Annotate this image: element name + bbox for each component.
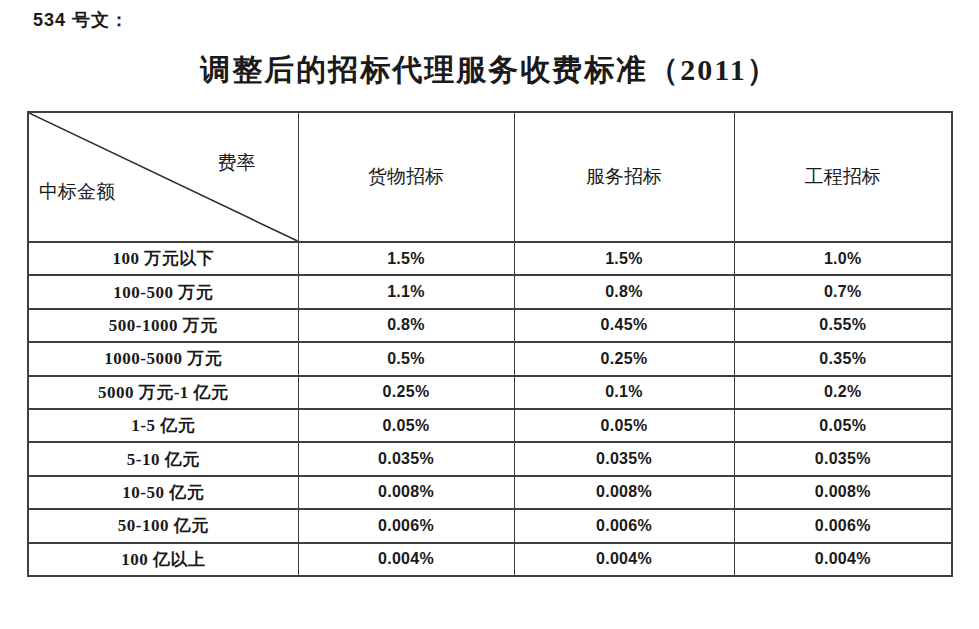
row-label: 500-1000 万元 [28, 309, 298, 342]
rate-cell: 0.45% [514, 309, 734, 342]
table-row: 100-500 万元 1.1% 0.8% 0.7% [28, 275, 952, 308]
rate-cell: 0.006% [298, 509, 514, 542]
row-label: 5000 万元-1 亿元 [28, 376, 298, 409]
rate-cell: 0.1% [514, 376, 734, 409]
corner-label-rate: 费率 [218, 150, 256, 176]
rate-cell: 0.004% [734, 543, 952, 576]
rate-cell: 0.008% [514, 476, 734, 509]
page-title: 调整后的招标代理服务收费标准（2011） [0, 50, 979, 91]
table-row: 1000-5000 万元 0.5% 0.25% 0.35% [28, 342, 952, 375]
row-label: 1000-5000 万元 [28, 342, 298, 375]
rate-cell: 0.05% [734, 409, 952, 442]
rate-cell: 0.5% [298, 342, 514, 375]
table-row: 10-50 亿元 0.008% 0.008% 0.008% [28, 476, 952, 509]
table-row: 50-100 亿元 0.006% 0.006% 0.006% [28, 509, 952, 542]
rate-cell: 1.1% [298, 275, 514, 308]
row-label: 100 万元以下 [28, 242, 298, 275]
rate-cell: 0.035% [298, 442, 514, 475]
column-header-engineering: 工程招标 [734, 112, 952, 242]
row-label: 1-5 亿元 [28, 409, 298, 442]
rate-cell: 0.008% [734, 476, 952, 509]
rate-cell: 0.55% [734, 309, 952, 342]
table-row: 5000 万元-1 亿元 0.25% 0.1% 0.2% [28, 376, 952, 409]
rate-cell: 0.8% [514, 275, 734, 308]
rate-cell: 0.05% [298, 409, 514, 442]
corner-header-cell: 费率 中标金额 [28, 112, 298, 242]
rate-cell: 0.35% [734, 342, 952, 375]
row-label: 100-500 万元 [28, 275, 298, 308]
rate-cell: 0.2% [734, 376, 952, 409]
rate-cell: 0.05% [514, 409, 734, 442]
rate-cell: 0.004% [298, 543, 514, 576]
doc-ref-label: 534 号文： [33, 8, 129, 32]
table-row: 100 万元以下 1.5% 1.5% 1.0% [28, 242, 952, 275]
diagonal-divider-line [29, 113, 298, 241]
corner-label-amount: 中标金额 [39, 179, 115, 205]
rate-cell: 0.035% [514, 442, 734, 475]
row-label: 100 亿以上 [28, 543, 298, 576]
column-header-goods: 货物招标 [298, 112, 514, 242]
rate-cell: 1.5% [514, 242, 734, 275]
document-page: 534 号文： 调整后的招标代理服务收费标准（2011） 费率 中标金额 货物招… [0, 0, 979, 629]
table-row: 5-10 亿元 0.035% 0.035% 0.035% [28, 442, 952, 475]
row-label: 5-10 亿元 [28, 442, 298, 475]
rate-cell: 0.25% [298, 376, 514, 409]
rate-cell: 0.004% [514, 543, 734, 576]
table-row: 100 亿以上 0.004% 0.004% 0.004% [28, 543, 952, 576]
fee-standards-table: 费率 中标金额 货物招标 服务招标 工程招标 100 万元以下 1.5% 1.5… [27, 111, 953, 577]
rate-cell: 0.035% [734, 442, 952, 475]
rate-cell: 1.5% [298, 242, 514, 275]
rate-cell: 0.008% [298, 476, 514, 509]
rate-cell: 0.8% [298, 309, 514, 342]
rate-cell: 0.7% [734, 275, 952, 308]
rate-cell: 0.006% [514, 509, 734, 542]
column-header-service: 服务招标 [514, 112, 734, 242]
rate-cell: 1.0% [734, 242, 952, 275]
rate-cell: 0.25% [514, 342, 734, 375]
rate-cell: 0.006% [734, 509, 952, 542]
row-label: 50-100 亿元 [28, 509, 298, 542]
row-label: 10-50 亿元 [28, 476, 298, 509]
table-row: 500-1000 万元 0.8% 0.45% 0.55% [28, 309, 952, 342]
table-row: 1-5 亿元 0.05% 0.05% 0.05% [28, 409, 952, 442]
header-row: 费率 中标金额 货物招标 服务招标 工程招标 [28, 112, 952, 242]
